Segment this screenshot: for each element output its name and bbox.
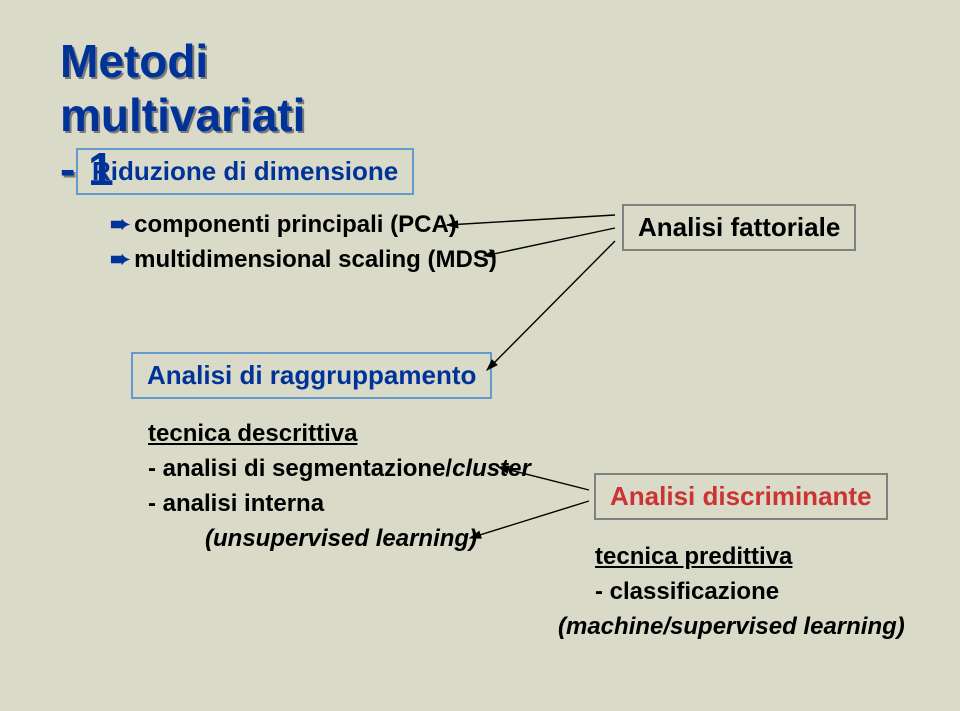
arrow-line-4 (470, 501, 589, 538)
text-seg2: - analisi interna (148, 490, 324, 518)
text-class1: - classificazione (595, 578, 779, 606)
bullet-label: multidimensional scaling (MDS) (134, 246, 497, 273)
arrow-line-1 (484, 228, 615, 256)
bullet-mds: ➨multidimensional scaling (MDS) (110, 245, 497, 274)
text-seg1: - analisi di segmentazione/cluster (148, 455, 531, 483)
text-class2: (machine/supervised learning) (558, 613, 905, 641)
text-seg3: (unsupervised learning) (205, 525, 477, 553)
arrow-icon: ➨ (110, 210, 130, 239)
text-tecpred: tecnica predittiva (595, 543, 792, 571)
bullet-label: componenti principali (PCA) (134, 211, 457, 238)
text-tecdesc: tecnica descrittiva (148, 420, 357, 448)
arrow-line-2 (487, 241, 615, 370)
box-discrim: Analisi discriminante (594, 473, 888, 520)
arrow-icon: ➨ (110, 245, 130, 274)
arrow-line-0 (447, 215, 615, 225)
box-raggrupp: Analisi di raggruppamento (131, 352, 492, 399)
bullet-pca: ➨componenti principali (PCA) (110, 210, 457, 239)
box-analisi_f: Analisi fattoriale (622, 204, 856, 251)
slide: Metodi multivariati - 1Metodi multivaria… (0, 0, 960, 711)
